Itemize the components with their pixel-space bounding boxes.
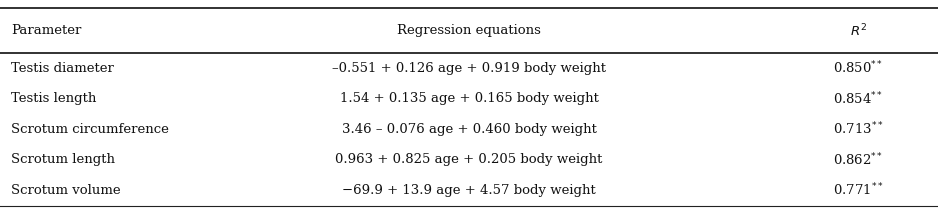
Text: 3.46 – 0.076 age + 0.460 body weight: 3.46 – 0.076 age + 0.460 body weight bbox=[341, 123, 597, 136]
Text: Parameter: Parameter bbox=[11, 24, 82, 37]
Text: 0.771$^{\mathrm{**}}$: 0.771$^{\mathrm{**}}$ bbox=[833, 182, 884, 199]
Text: Testis length: Testis length bbox=[11, 92, 97, 105]
Text: 1.54 + 0.135 age + 0.165 body weight: 1.54 + 0.135 age + 0.165 body weight bbox=[340, 92, 598, 105]
Text: −69.9 + 13.9 age + 4.57 body weight: −69.9 + 13.9 age + 4.57 body weight bbox=[342, 184, 596, 197]
Text: 0.713$^{\mathrm{**}}$: 0.713$^{\mathrm{**}}$ bbox=[833, 121, 884, 138]
Text: Scrotum circumference: Scrotum circumference bbox=[11, 123, 169, 136]
Text: Regression equations: Regression equations bbox=[397, 24, 541, 37]
Text: 0.854$^{\mathrm{**}}$: 0.854$^{\mathrm{**}}$ bbox=[833, 91, 884, 107]
Text: $R^2$: $R^2$ bbox=[850, 22, 867, 39]
Text: 0.963 + 0.825 age + 0.205 body weight: 0.963 + 0.825 age + 0.205 body weight bbox=[335, 153, 603, 166]
Text: Scrotum length: Scrotum length bbox=[11, 153, 115, 166]
Text: 0.850$^{\mathrm{**}}$: 0.850$^{\mathrm{**}}$ bbox=[833, 60, 884, 77]
Text: Testis diameter: Testis diameter bbox=[11, 62, 114, 75]
Text: Scrotum volume: Scrotum volume bbox=[11, 184, 121, 197]
Text: –0.551 + 0.126 age + 0.919 body weight: –0.551 + 0.126 age + 0.919 body weight bbox=[332, 62, 606, 75]
Text: 0.862$^{\mathrm{**}}$: 0.862$^{\mathrm{**}}$ bbox=[833, 152, 884, 168]
